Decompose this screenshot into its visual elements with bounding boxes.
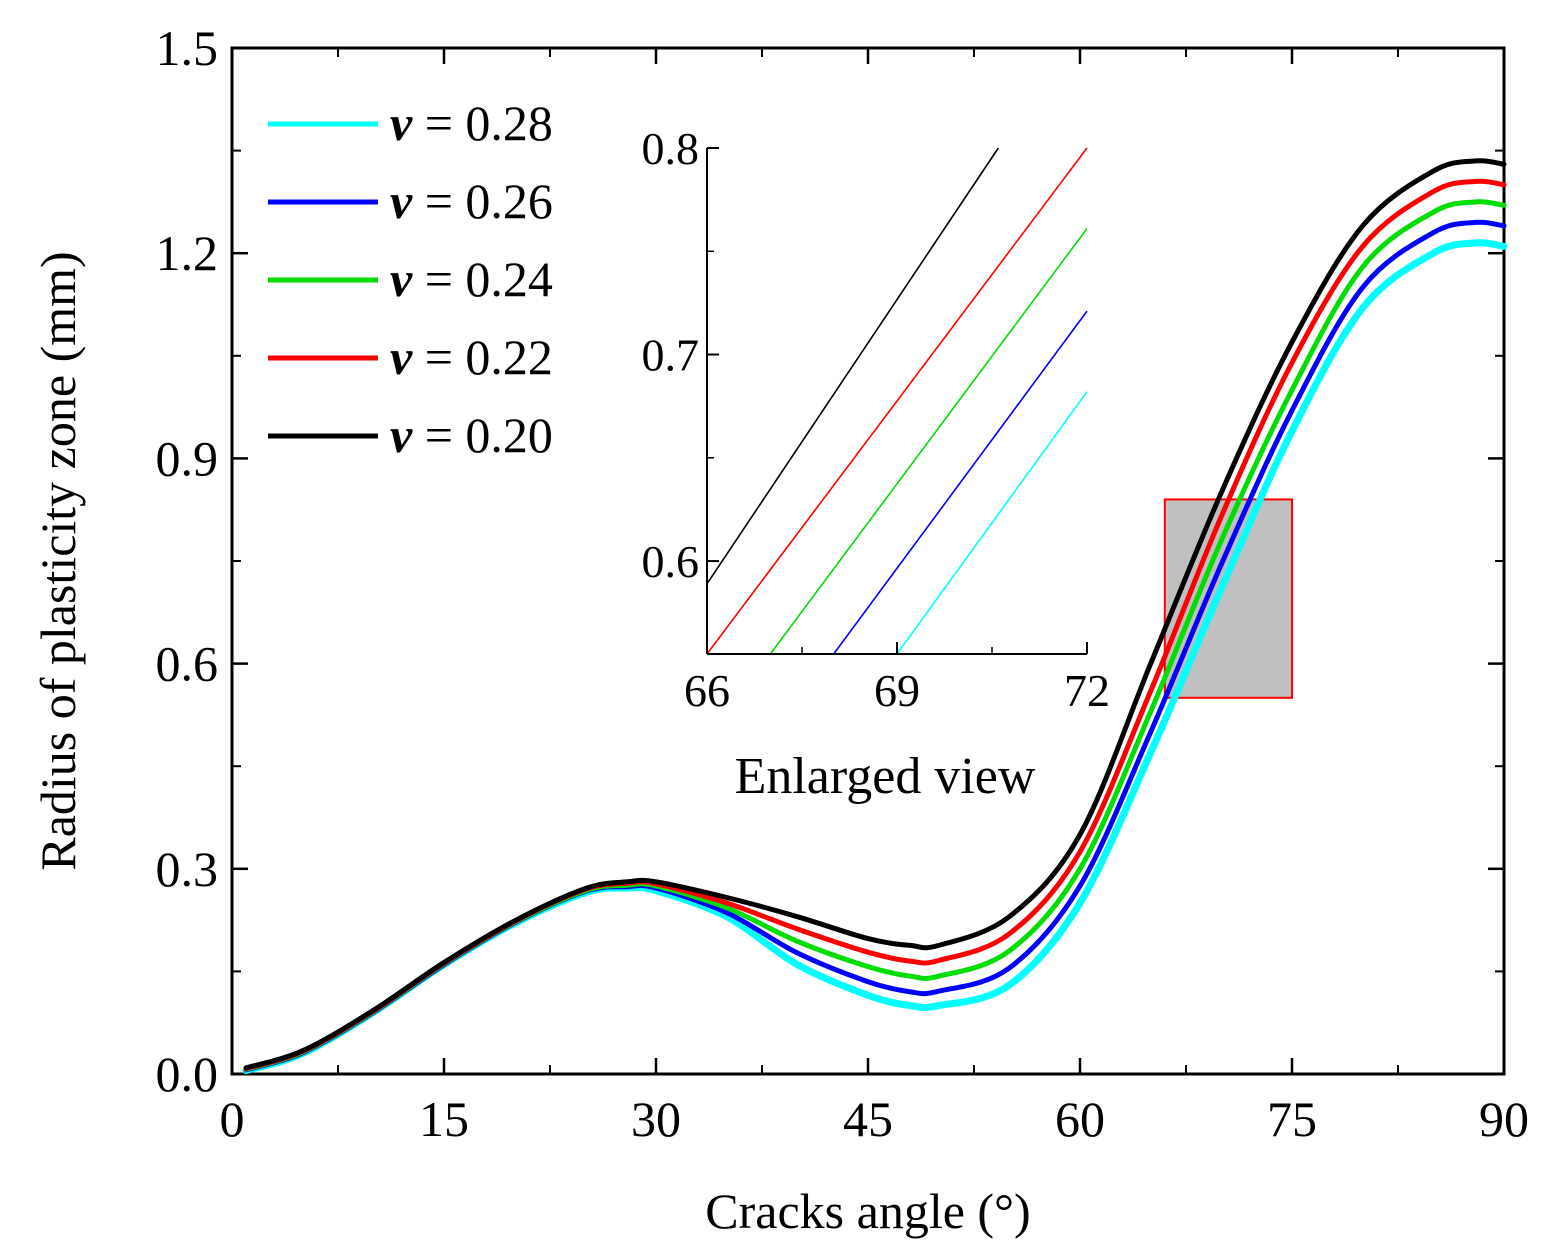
y-tick-label: 0.3 [156, 841, 219, 897]
x-tick-label: 75 [1267, 1091, 1317, 1147]
legend-nu-symbol: v [390, 95, 413, 151]
x-tick-label: 60 [1055, 1091, 1105, 1147]
main-tick-labels: 0 15 30 45 60 75 90 0.0 0.3 0.6 0.9 1.2 1.5 [156, 20, 1530, 1147]
y-axis-title: Radius of plasticity zone (mm) [30, 251, 86, 870]
series-line-4 [243, 158, 1507, 1071]
legend-label: v = 0.22 [390, 329, 553, 385]
inset-series-line-3 [706, 147, 1088, 655]
y-tick-label: 0.6 [156, 636, 219, 692]
x-tick-label: 0 [220, 1091, 245, 1147]
y-tick-label: 1.5 [156, 20, 219, 76]
x-tick-label: 45 [843, 1091, 893, 1147]
inset-series-line-4 [706, 147, 999, 585]
legend-value: = 0.20 [412, 407, 553, 463]
legend-value: = 0.28 [412, 95, 553, 151]
legend-nu-symbol: v [390, 407, 413, 463]
x-tick-label: 15 [419, 1091, 469, 1147]
inset-x-tick-label: 72 [1064, 665, 1110, 716]
legend-nu-symbol: v [390, 251, 413, 307]
y-tick-label: 0.0 [156, 1046, 219, 1102]
legend: v = 0.28v = 0.26v = 0.24v = 0.22v = 0.20 [268, 95, 553, 463]
inset-y-tick-label: 0.6 [642, 536, 700, 587]
inset-series-lines [706, 147, 1088, 655]
legend-label: v = 0.24 [390, 251, 553, 307]
legend-nu-symbol: v [390, 173, 413, 229]
inset-caption: Enlarged view [735, 748, 1036, 805]
inset-series-line-1 [833, 310, 1088, 655]
y-tick-label: 1.2 [156, 225, 219, 281]
legend-value: = 0.22 [412, 329, 553, 385]
legend-value: = 0.26 [412, 173, 553, 229]
inset-x-tick-label: 66 [684, 665, 730, 716]
main-series-lines [242, 158, 1508, 1075]
x-axis-title: Cracks angle (°) [705, 1183, 1030, 1239]
legend-label: v = 0.20 [390, 407, 553, 463]
inset-plot: 66 69 72 0.6 0.7 0.8 Enlarged view [642, 123, 1111, 805]
legend-label: v = 0.26 [390, 173, 553, 229]
legend-label: v = 0.28 [390, 95, 553, 151]
inset-series-line-2 [769, 228, 1088, 655]
main-axis-ticks [230, 46, 1506, 1076]
inset-y-tick-label: 0.8 [642, 123, 700, 174]
x-tick-label: 90 [1479, 1091, 1529, 1147]
x-tick-label: 30 [631, 1091, 681, 1147]
inset-x-tick-label: 69 [874, 665, 920, 716]
legend-nu-symbol: v [390, 329, 413, 385]
inset-series-line-0 [896, 391, 1088, 655]
inset-tick-labels: 66 69 72 0.6 0.7 0.8 [642, 123, 1111, 716]
legend-value: = 0.24 [412, 251, 553, 307]
inset-axes [706, 147, 1088, 655]
inset-y-tick-label: 0.7 [642, 330, 700, 381]
y-tick-label: 0.9 [156, 430, 219, 486]
